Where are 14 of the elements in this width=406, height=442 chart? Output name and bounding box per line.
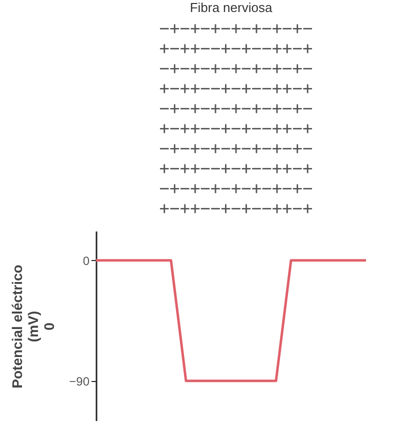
text: −+−+−+−+−+−+−+− [159,19,313,39]
text: +−++−−+−+−−++−+ [159,199,313,219]
chart-title: Fibra nerviosa [190,0,273,15]
y-tick-label: 0 [82,254,90,268]
text: −+−+−+−+−+−+−+− [159,179,313,199]
y-axis-title: Potencial eléctrico (mV) 0 [9,264,58,388]
text: −+−+−+−+−+−+−+− [159,59,313,79]
text: −+−+−+−+−+−+−+− [159,139,313,159]
text: +−++−−+−+−−++−+ [159,79,313,99]
text: −+−+−+−+−+−+−+− [159,99,313,119]
text: +−++−−+−+−−++−+ [159,119,313,139]
text: +−++−−+−+−−++−+ [159,159,313,179]
text: +−++−−+−+−−++−+ [159,39,313,59]
y-tick-label: −90 [69,374,90,388]
